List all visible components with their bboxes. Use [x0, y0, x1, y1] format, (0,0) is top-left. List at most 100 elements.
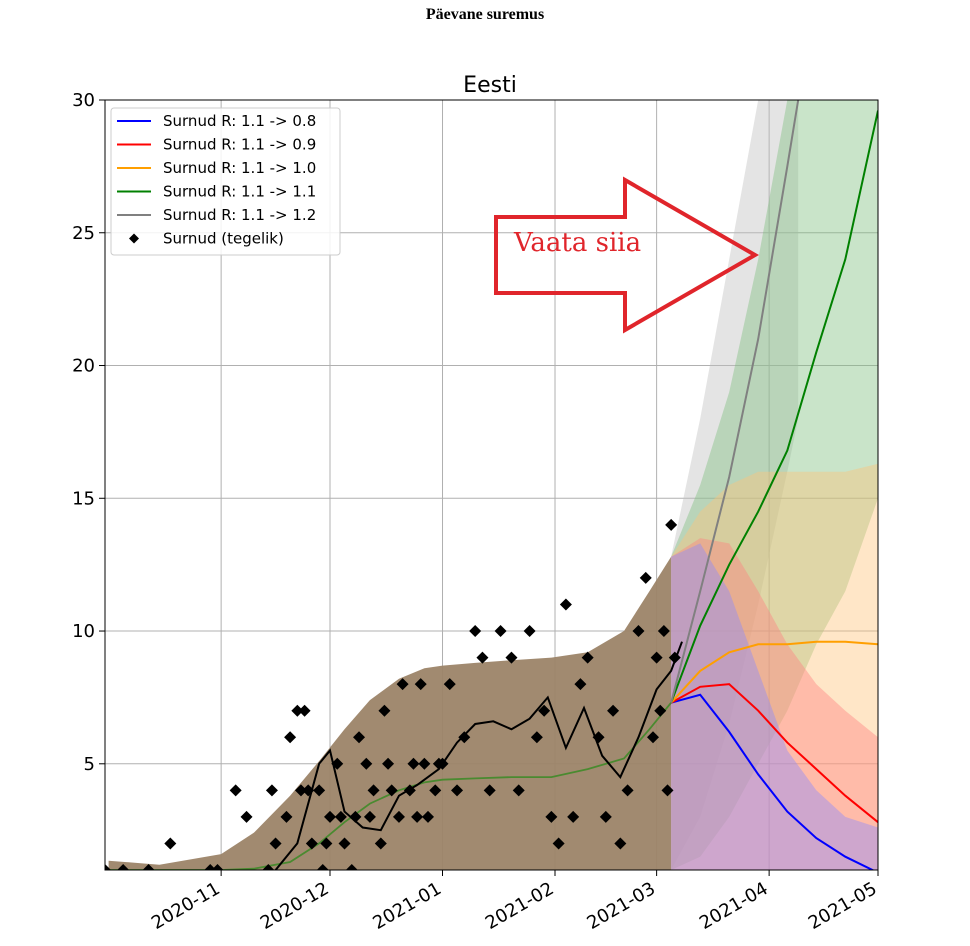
- actual-point: [483, 784, 496, 797]
- actual-point: [320, 837, 333, 850]
- actual-point: [229, 784, 242, 797]
- actual-point: [164, 837, 177, 850]
- actual-point: [665, 518, 678, 531]
- x-tick-label: 2021-04: [696, 878, 772, 934]
- actual-point: [567, 810, 580, 823]
- legend-label: Surnud R: 1.1 -> 0.8: [163, 112, 316, 130]
- actual-point: [316, 864, 329, 870]
- actual-point: [345, 864, 358, 870]
- history-band: [108, 556, 672, 870]
- actual-point: [385, 784, 398, 797]
- actual-point: [607, 704, 620, 717]
- actual-points: [105, 518, 681, 870]
- actual-point: [117, 864, 130, 870]
- actual-point: [353, 731, 366, 744]
- legend-label: Surnud R: 1.1 -> 1.2: [163, 206, 316, 224]
- actual-point: [639, 571, 652, 584]
- actual-point: [614, 837, 627, 850]
- actual-point: [411, 810, 424, 823]
- actual-point: [396, 678, 409, 691]
- actual-point: [523, 625, 536, 638]
- actual-point: [211, 864, 224, 870]
- actual-smoothed-line: [274, 641, 683, 870]
- y-tick-label: 5: [84, 754, 95, 775]
- series-line: [670, 640, 878, 704]
- actual-point: [324, 810, 337, 823]
- legend-label: Surnud R: 1.1 -> 1.1: [163, 183, 316, 201]
- actual-point: [265, 784, 278, 797]
- actual-point: [668, 651, 681, 664]
- actual-point: [559, 598, 572, 611]
- actual-point: [632, 625, 645, 638]
- annotation-text: Vaata siia: [513, 228, 641, 258]
- arrow-icon: [494, 176, 760, 334]
- series-line: [670, 100, 800, 703]
- figure-suptitle: Päevane suremus: [425, 6, 545, 23]
- actual-point: [407, 757, 420, 770]
- actual-point: [262, 864, 275, 870]
- actual-point: [298, 704, 311, 717]
- chart-title: Eesti: [463, 73, 517, 98]
- actual-point: [458, 731, 471, 744]
- series-line: [670, 683, 878, 823]
- actual-point: [414, 678, 427, 691]
- actual-point: [334, 810, 347, 823]
- actual-point: [313, 784, 326, 797]
- actual-point: [552, 837, 565, 850]
- actual-point: [269, 837, 282, 850]
- plot-frame: [104, 99, 879, 871]
- legend-box: [110, 107, 341, 256]
- actual-point: [650, 651, 663, 664]
- actual-point: [494, 625, 507, 638]
- actual-point: [654, 704, 667, 717]
- actual-point: [429, 784, 442, 797]
- y-tick-label: 15: [72, 488, 95, 509]
- actual-point: [661, 784, 674, 797]
- series-line: [670, 110, 878, 704]
- actual-point: [574, 678, 587, 691]
- actual-point: [305, 837, 318, 850]
- actual-point: [592, 731, 605, 744]
- actual-point: [512, 784, 525, 797]
- series-line: [670, 693, 875, 870]
- y-tick-label: 30: [72, 90, 95, 111]
- legend: Surnud R: 1.1 -> 0.8 Surnud R: 1.1 -> 0.9…: [110, 107, 341, 256]
- actual-point: [105, 864, 111, 870]
- actual-point: [418, 757, 431, 770]
- actual-point: [378, 704, 391, 717]
- series-band: [671, 463, 878, 870]
- actual-point: [505, 651, 518, 664]
- actual-point: [403, 784, 416, 797]
- confidence-bands: [108, 100, 878, 870]
- actual-point: [363, 810, 376, 823]
- actual-point: [392, 810, 405, 823]
- actual-point: [545, 810, 558, 823]
- y-axis: 5 10 15 20 25 30: [72, 90, 105, 775]
- y-tick-label: 20: [72, 356, 95, 377]
- y-tick-label: 25: [72, 223, 95, 244]
- actual-point: [646, 731, 659, 744]
- actual-point: [443, 678, 456, 691]
- annotation: Vaata siia: [494, 176, 760, 334]
- actual-point: [280, 810, 293, 823]
- actual-point: [291, 704, 304, 717]
- actual-point: [436, 757, 449, 770]
- actual-point: [599, 810, 612, 823]
- x-tick-label: 2021-02: [482, 878, 558, 934]
- legend-label: Surnud R: 1.1 -> 0.9: [163, 136, 316, 154]
- actual-point: [240, 810, 253, 823]
- actual-point: [284, 731, 297, 744]
- actual-point: [621, 784, 634, 797]
- actual-point: [421, 810, 434, 823]
- actual-point: [367, 784, 380, 797]
- x-tick-label: 2020-11: [148, 878, 224, 934]
- actual-point: [382, 757, 395, 770]
- x-axis: 2020-11 2020-12 2021-01 2021-02 2021-03 2021-…: [148, 870, 881, 934]
- legend-label: Surnud (tegelik): [163, 230, 284, 248]
- actual-point: [349, 810, 362, 823]
- actual-point: [142, 864, 155, 870]
- actual-point: [538, 704, 551, 717]
- actual-point: [469, 625, 482, 638]
- actual-point: [657, 625, 670, 638]
